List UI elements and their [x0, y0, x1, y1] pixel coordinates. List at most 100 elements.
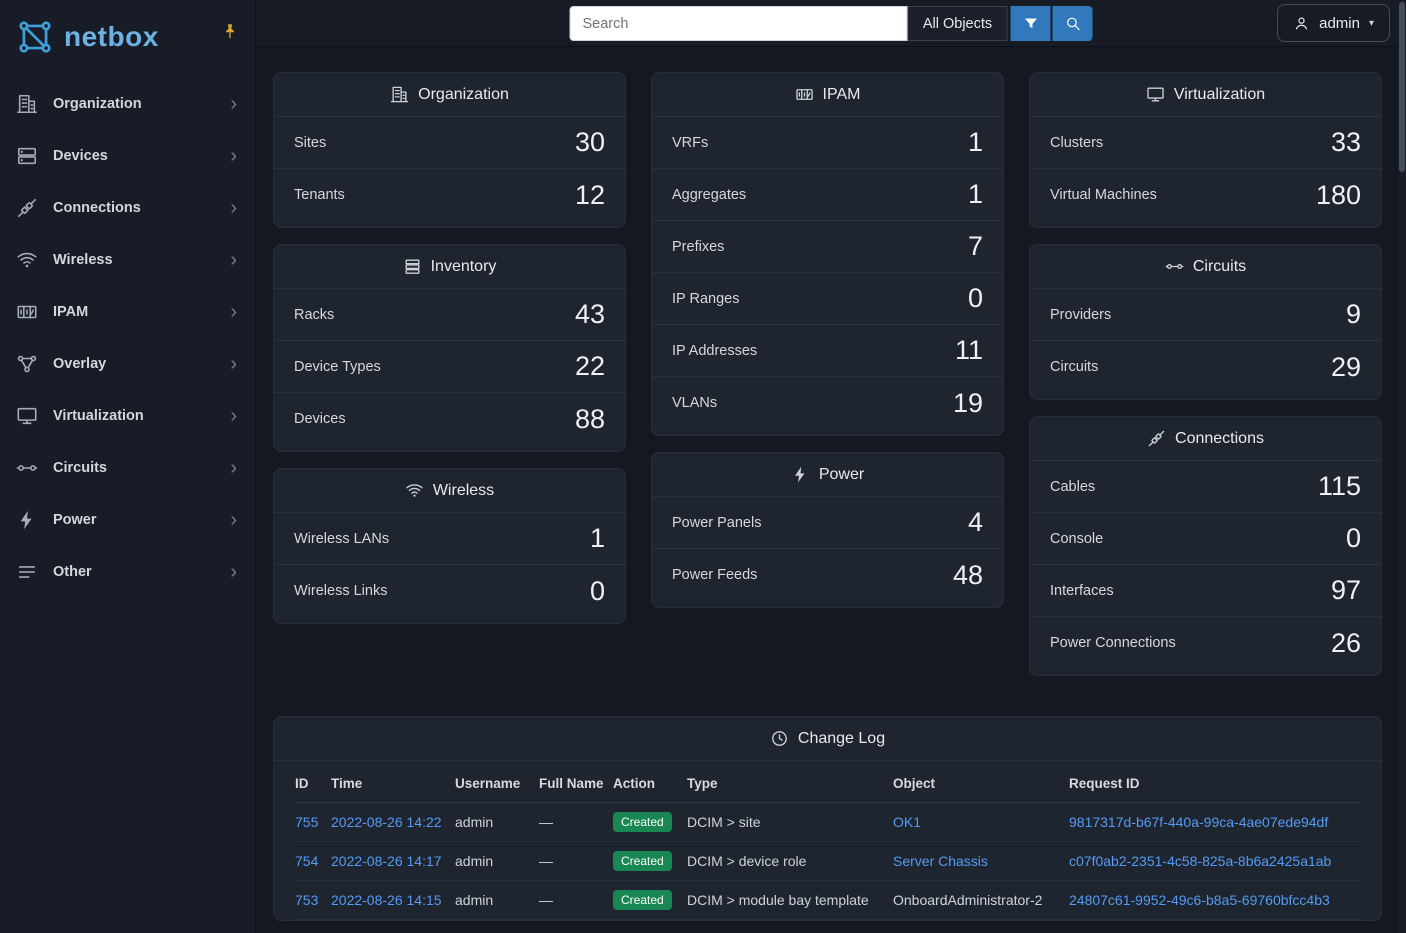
- stat-row-wireless-links[interactable]: Wireless Links 0: [294, 575, 605, 606]
- change-object-link[interactable]: Server Chassis: [893, 853, 988, 869]
- chevron-right-icon: ›: [230, 145, 237, 167]
- table-row: 754 2022-08-26 14:17 admin — Created DCI…: [295, 841, 1360, 881]
- search-button[interactable]: [1052, 6, 1093, 41]
- chevron-right-icon: ›: [230, 353, 237, 375]
- request-id-link[interactable]: 9817317d-b67f-440a-99ca-4ae07ede94df: [1069, 814, 1329, 830]
- ipam-card: IPAM VRFs 1 Aggregates 1 Prefixes 7: [651, 72, 1004, 436]
- card-title: Organization: [274, 73, 625, 117]
- stat-row-cables[interactable]: Cables 115: [1030, 461, 1381, 513]
- stat-row-interfaces[interactable]: Interfaces 97: [1030, 565, 1381, 617]
- stat-row-virtual-machines[interactable]: Virtual Machines 180: [1050, 179, 1361, 210]
- virtualization-card: Virtualization Clusters 33 Virtual Machi…: [1029, 72, 1382, 228]
- inventory-card: Inventory Racks 43 Device Types 22 Devic…: [273, 244, 626, 452]
- stat-row-circuits[interactable]: Circuits 29: [1050, 351, 1361, 382]
- stack-icon: [403, 257, 422, 276]
- sidebar-item-label: Other: [53, 564, 92, 580]
- monitor-icon: [1146, 85, 1165, 104]
- change-log-card: Change Log ID Time Username Full Name Ac…: [273, 716, 1382, 921]
- change-object-link[interactable]: OK1: [893, 814, 922, 830]
- main-area: All Objects admin ▾ Organization: [256, 0, 1406, 921]
- wireless-card: Wireless Wireless LANs 1 Wireless Links …: [273, 468, 626, 624]
- change-username: admin: [455, 814, 494, 830]
- change-id-link[interactable]: 755: [295, 814, 319, 830]
- change-username: admin: [455, 853, 494, 869]
- chevron-right-icon: ›: [230, 405, 237, 427]
- sidebar-item-devices[interactable]: Devices ›: [0, 130, 255, 182]
- list-icon: [16, 561, 38, 583]
- change-type: DCIM > device role: [687, 853, 807, 869]
- username: admin: [1319, 14, 1360, 32]
- stat-row-device-types[interactable]: Device Types 22: [274, 341, 625, 393]
- change-time-link[interactable]: 2022-08-26 14:15: [331, 892, 442, 908]
- user-menu-button[interactable]: admin ▾: [1277, 4, 1390, 42]
- stat-row-prefixes[interactable]: Prefixes 7: [652, 221, 1003, 273]
- stat-row-ip-addresses[interactable]: IP Addresses 11: [652, 325, 1003, 377]
- stat-row-devices[interactable]: Devices 88: [294, 403, 605, 434]
- sidebar-header: netbox: [0, 0, 255, 70]
- table-header-row: ID Time Username Full Name Action Type O…: [295, 765, 1360, 803]
- chevron-right-icon: ›: [230, 93, 237, 115]
- card-title: Connections: [1030, 417, 1381, 461]
- chevron-right-icon: ›: [230, 509, 237, 531]
- stat-row-power-feeds[interactable]: Power Feeds 48: [672, 559, 983, 590]
- change-full-name: —: [539, 892, 553, 908]
- stat-row-ip-ranges[interactable]: IP Ranges 0: [652, 273, 1003, 325]
- stat-row-clusters[interactable]: Clusters 33: [1030, 117, 1381, 169]
- page-scrollbar: [1398, 0, 1406, 933]
- transit-icon: [16, 457, 38, 479]
- scrollbar-thumb[interactable]: [1399, 2, 1405, 172]
- filter-button[interactable]: [1010, 6, 1051, 41]
- sidebar-item-connections[interactable]: Connections ›: [0, 182, 255, 234]
- request-id-link[interactable]: 24807c61-9952-49c6-b8a5-69760bfcc4b3: [1069, 892, 1330, 908]
- pin-icon[interactable]: [221, 22, 239, 40]
- stat-row-console[interactable]: Console 0: [1030, 513, 1381, 565]
- action-badge: Created: [613, 812, 672, 832]
- sidebar-item-organization[interactable]: Organization ›: [0, 78, 255, 130]
- stat-row-power-connections[interactable]: Power Connections 26: [1050, 627, 1361, 658]
- request-id-link[interactable]: c07f0ab2-2351-4c58-825a-8b6a2425a1ab: [1069, 853, 1332, 869]
- sidebar-item-circuits[interactable]: Circuits ›: [0, 442, 255, 494]
- graph-icon: [16, 353, 38, 375]
- logo-text: netbox: [64, 21, 159, 52]
- table-row: 755 2022-08-26 14:22 admin — Created DCI…: [295, 802, 1360, 842]
- sidebar-item-virtualization[interactable]: Virtualization ›: [0, 390, 255, 442]
- sidebar-item-label: IPAM: [53, 304, 89, 320]
- bolt-icon: [791, 465, 810, 484]
- change-time-link[interactable]: 2022-08-26 14:17: [331, 853, 442, 869]
- action-badge: Created: [613, 890, 672, 910]
- funnel-icon: [1022, 15, 1039, 32]
- chevron-right-icon: ›: [230, 561, 237, 583]
- person-icon: [1293, 15, 1310, 32]
- search-input[interactable]: [569, 6, 908, 41]
- change-type: DCIM > site: [687, 814, 761, 830]
- sidebar-item-overlay[interactable]: Overlay ›: [0, 338, 255, 390]
- netbox-logo[interactable]: netbox: [16, 18, 159, 56]
- object-type-select[interactable]: All Objects: [907, 6, 1008, 41]
- topbar: All Objects admin ▾: [256, 0, 1406, 47]
- card-title: IPAM: [652, 73, 1003, 117]
- stat-row-vlans[interactable]: VLANs 19: [672, 387, 983, 418]
- stat-row-racks[interactable]: Racks 43: [274, 289, 625, 341]
- change-time-link[interactable]: 2022-08-26 14:22: [331, 814, 442, 830]
- sidebar-item-other[interactable]: Other ›: [0, 546, 255, 598]
- card-title: Power: [652, 453, 1003, 497]
- stat-row-tenants[interactable]: Tenants 12: [294, 179, 605, 210]
- change-id-link[interactable]: 753: [295, 892, 319, 908]
- change-id-link[interactable]: 754: [295, 853, 319, 869]
- sidebar-item-power[interactable]: Power ›: [0, 494, 255, 546]
- sidebar-item-ipam[interactable]: IPAM ›: [0, 286, 255, 338]
- transit-icon: [1165, 257, 1184, 276]
- sidebar-nav: Organization › Devices › Connections › W…: [0, 70, 255, 598]
- connections-card: Connections Cables 115 Console 0 Interfa…: [1029, 416, 1382, 676]
- stat-row-providers[interactable]: Providers 9: [1030, 289, 1381, 341]
- sidebar-item-label: Wireless: [53, 252, 113, 268]
- sidebar-item-wireless[interactable]: Wireless ›: [0, 234, 255, 286]
- circuits-card: Circuits Providers 9 Circuits 29: [1029, 244, 1382, 400]
- column-header-type: Type: [687, 765, 893, 803]
- card-title: Virtualization: [1030, 73, 1381, 117]
- stat-row-power-panels[interactable]: Power Panels 4: [652, 497, 1003, 549]
- stat-row-wireless-lans[interactable]: Wireless LANs 1: [274, 513, 625, 565]
- stat-row-sites[interactable]: Sites 30: [274, 117, 625, 169]
- stat-row-aggregates[interactable]: Aggregates 1: [652, 169, 1003, 221]
- stat-row-vrfs[interactable]: VRFs 1: [652, 117, 1003, 169]
